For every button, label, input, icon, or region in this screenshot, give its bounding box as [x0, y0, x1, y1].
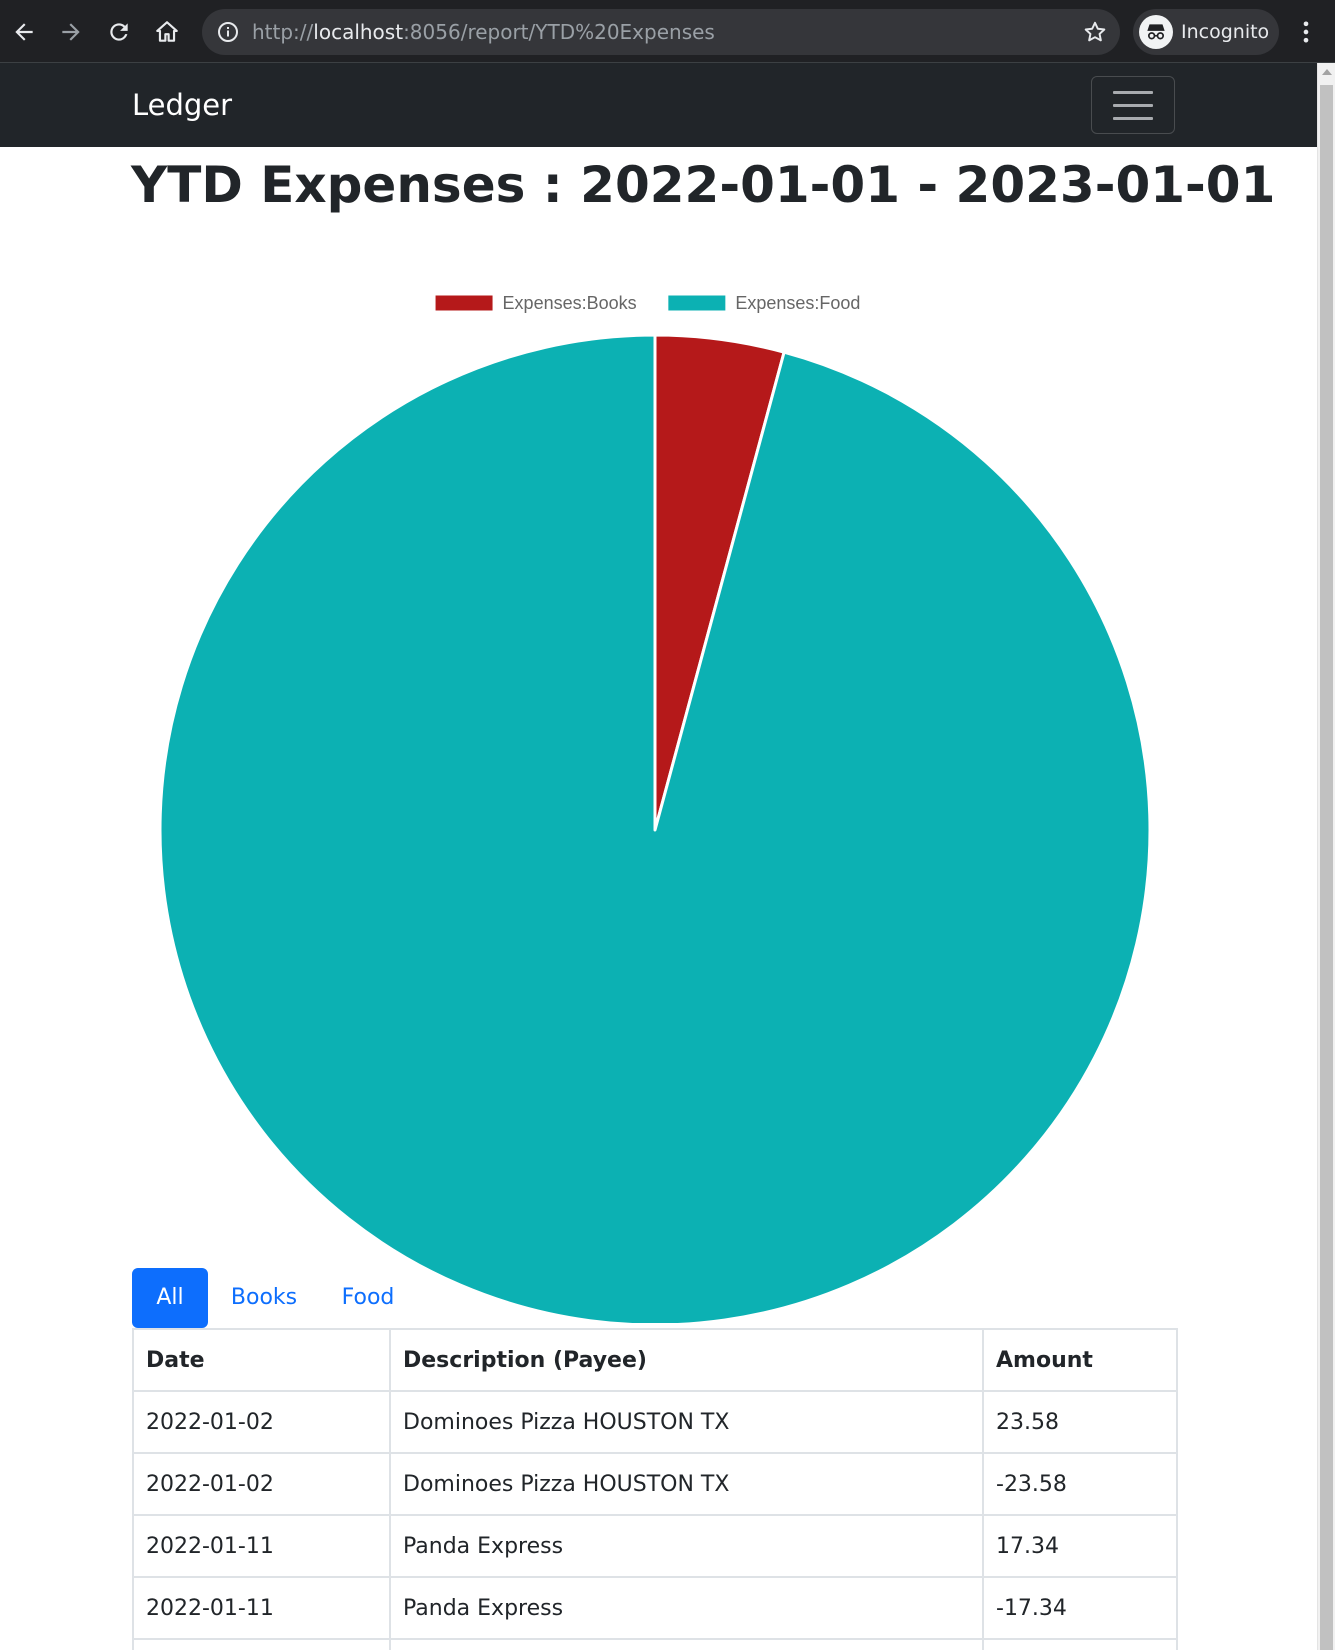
forward-button[interactable] — [55, 16, 87, 48]
table-cell: Dominoes Pizza HOUSTON TX — [389, 1452, 984, 1516]
scroll-up-arrow-icon[interactable] — [1322, 69, 1332, 75]
url-text[interactable]: http://localhost:8056/report/YTD%20Expen… — [252, 9, 715, 55]
table-row: 2022-01-02 Dominoes Pizza HOUSTON TX 23.58 — [132, 1390, 1178, 1454]
table-cell: Dominoes Pizza HOUSTON TX — [389, 1390, 984, 1454]
table-cell — [132, 1638, 391, 1650]
tab-books[interactable]: Books — [230, 1285, 298, 1310]
url-path: :8056/report/YTD%20Expenses — [403, 20, 715, 44]
table-cell: Panda Express — [389, 1514, 984, 1578]
table-cell — [982, 1638, 1178, 1650]
arrow-left-icon — [15, 23, 33, 41]
address-bar[interactable]: http://localhost:8056/report/YTD%20Expen… — [202, 9, 1120, 55]
incognito-icon — [1139, 15, 1173, 49]
legend-swatch — [668, 295, 726, 311]
table-cell: 2022-01-11 — [132, 1514, 391, 1578]
column-header[interactable]: Date — [132, 1328, 391, 1392]
arrow-right-icon — [62, 23, 80, 41]
table-body: 2022-01-02 Dominoes Pizza HOUSTON TX 23.58… — [132, 1390, 1178, 1650]
transactions-table: Date Description (Payee) Amount 2022-01-02… — [132, 1328, 1178, 1650]
table-cell: 2022-01-02 — [132, 1390, 391, 1454]
home-icon — [156, 21, 178, 42]
reload-icon — [110, 23, 128, 41]
table-cell — [389, 1638, 984, 1650]
legend-swatch — [435, 295, 493, 311]
legend-item[interactable]: Expenses:Books — [435, 293, 637, 313]
tab-all[interactable]: All — [132, 1268, 208, 1328]
info-icon[interactable] — [216, 20, 240, 44]
table-row: 2022-01-02 Dominoes Pizza HOUSTON TX -23.5… — [132, 1452, 1178, 1516]
column-header[interactable]: Description (Payee) — [389, 1328, 984, 1392]
scrollbar-thumb[interactable] — [1320, 85, 1333, 1650]
home-button[interactable] — [151, 16, 183, 48]
table-cell: -17.34 — [982, 1576, 1178, 1640]
star-icon[interactable] — [1082, 19, 1108, 45]
table-cell: -23.58 — [982, 1452, 1178, 1516]
table-row: 2022-01-11 Panda Express -17.34 — [132, 1576, 1178, 1640]
pie-slice[interactable] — [158, 333, 1152, 1323]
table-header-row: Date Description (Payee) Amount — [132, 1328, 1178, 1392]
page-viewport: Ledger YTD Expenses : 2022-01-01 - 2023-… — [0, 63, 1317, 1650]
top-navbar: Ledger — [0, 63, 1317, 147]
table-cell: Panda Express — [389, 1576, 984, 1640]
navbar-toggler-button[interactable] — [1091, 76, 1175, 134]
table-cell: 2022-01-02 — [132, 1452, 391, 1516]
page-title: YTD Expenses : 2022-01-01 - 2023-01-01 — [131, 156, 1276, 214]
back-button[interactable] — [8, 16, 40, 48]
url-host: localhost — [313, 20, 404, 44]
navbar-brand[interactable]: Ledger — [132, 88, 233, 122]
table-row — [132, 1638, 1178, 1650]
incognito-label: Incognito — [1181, 21, 1270, 43]
reload-button[interactable] — [103, 16, 135, 48]
hamburger-menu-icon — [1113, 104, 1153, 107]
tab-food[interactable]: Food — [341, 1285, 395, 1310]
table-cell: 2022-01-11 — [132, 1576, 391, 1640]
table-cell: 17.34 — [982, 1514, 1178, 1578]
kebab-menu-icon[interactable] — [1292, 18, 1320, 46]
url-scheme: http:// — [252, 20, 314, 44]
expenses-pie-chart: Expenses:Books Expenses:Food — [158, 293, 1152, 1323]
column-header[interactable]: Amount — [982, 1328, 1178, 1392]
browser-toolbar: http://localhost:8056/report/YTD%20Expen… — [0, 0, 1335, 63]
hamburger-menu-icon — [1113, 91, 1153, 94]
table-row: 2022-01-11 Panda Express 17.34 — [132, 1514, 1178, 1578]
table-cell: 23.58 — [982, 1390, 1178, 1454]
legend-item[interactable]: Expenses:Food — [668, 293, 860, 313]
incognito-badge[interactable]: Incognito — [1133, 9, 1279, 55]
legend-label: Expenses:Books — [503, 293, 637, 313]
hamburger-menu-icon — [1113, 117, 1153, 120]
legend-label: Expenses:Food — [735, 293, 860, 313]
vertical-scrollbar[interactable] — [1317, 63, 1335, 1650]
